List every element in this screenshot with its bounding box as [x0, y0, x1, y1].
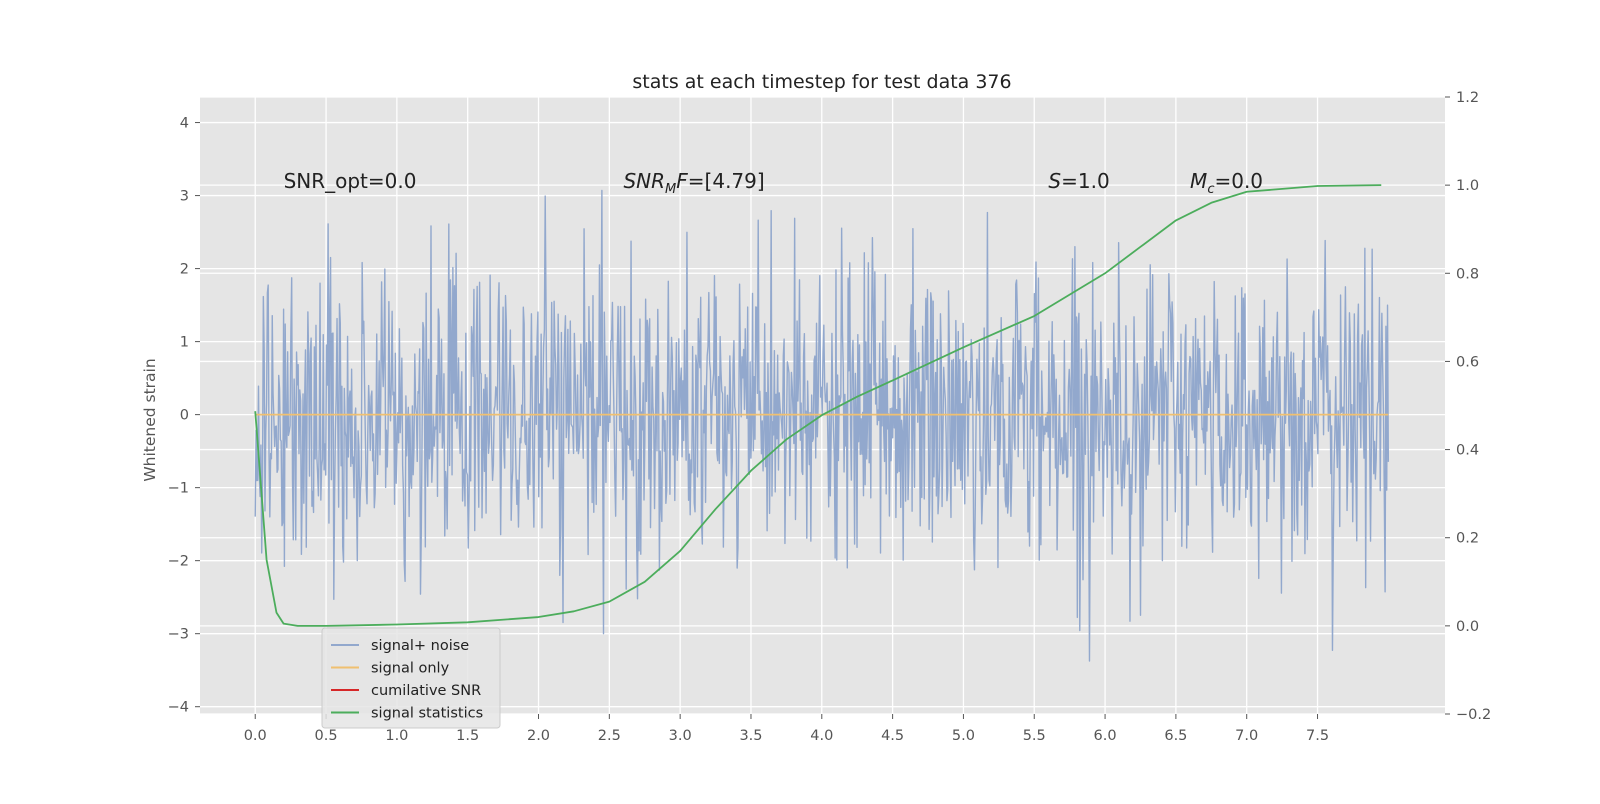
x-tick-label: 4.0: [810, 728, 833, 744]
x-tick-label: 3.5: [739, 728, 762, 744]
x-tick-label: 2.5: [598, 728, 621, 744]
annotation-rest: F=[4.79]: [676, 169, 764, 193]
legend-box: [321, 627, 501, 729]
y-tick-label: −1: [168, 481, 189, 497]
x-tick-label: 4.5: [881, 728, 904, 744]
x-tick-label: 1.0: [385, 728, 408, 744]
legend: signal+ noise signal only cumilative SNR si…: [321, 627, 501, 729]
x-tick-label: 1.5: [456, 728, 479, 744]
y-tick-label: 3: [180, 189, 189, 205]
x-tick-label: 6.0: [1094, 728, 1117, 744]
y-tick-label: −2: [168, 554, 189, 570]
y-tick-label: 1: [180, 335, 189, 351]
annotation-text: Mc=0.0: [1190, 169, 1263, 197]
y2-tick-label: 0.0: [1456, 619, 1479, 635]
annotation-subscript: M: [665, 182, 676, 197]
y2-tick-label: 0.8: [1456, 266, 1479, 282]
x-tick-label: 7.0: [1235, 728, 1258, 744]
annotation-text: SNRMF=[4.79]: [623, 169, 764, 197]
legend-label: signal+ noise: [371, 638, 469, 654]
series-signal-noise: [254, 189, 1390, 662]
x-tick-label: 5.0: [952, 728, 975, 744]
chart-title: stats at each timestep for test data 376: [632, 71, 1011, 93]
annotation-text: S=1.0: [1048, 169, 1109, 193]
y-tick-label: −3: [168, 627, 189, 643]
y2-tick-label: 0.4: [1456, 443, 1479, 459]
annotation-rest: =0.0: [1214, 169, 1263, 193]
y-tick-label: 0: [180, 408, 189, 424]
annotations: SNR_opt=0.0 SNRMF=[4.79] S=1.0 Mc=0.0: [284, 169, 1263, 197]
annotation-symbol: S: [1048, 169, 1061, 193]
legend-label: cumilative SNR: [371, 683, 481, 699]
x-tick-label: 6.5: [1164, 728, 1187, 744]
annotation-rest: =1.0: [1061, 169, 1110, 193]
x-tick-label: 0.0: [244, 728, 267, 744]
y-axis-label: Whitened strain: [141, 358, 159, 481]
annotation-italic: F: [676, 169, 688, 193]
legend-label: signal only: [371, 661, 450, 677]
x-tick-label: 7.5: [1306, 728, 1329, 744]
annotation-subscript: c: [1207, 182, 1214, 197]
x-tick-label: 3.0: [669, 728, 692, 744]
y2-tick-label: 0.6: [1456, 354, 1479, 370]
series-signal-statistics: [254, 184, 1382, 627]
annotation-symbol: M: [1190, 169, 1207, 193]
x-tick-label: 0.5: [315, 728, 338, 744]
x-tick-label: 5.5: [1023, 728, 1046, 744]
y-tick-label: 2: [180, 262, 189, 278]
x-tick-label: 2.0: [527, 728, 550, 744]
ticks-layer: 0.0 0.5 1.0 1.5 2.0 2.5 3.0 3.5 4.0 4.5 5.0 5.5 6.0 6…: [168, 90, 1492, 744]
y2-tick-label: 0.2: [1456, 531, 1479, 547]
y2-tick-label: −0.2: [1456, 707, 1491, 723]
y-tick-label: 4: [180, 116, 189, 132]
annotation-value: =[4.79]: [688, 169, 765, 193]
y2-tick-label: 1.2: [1456, 90, 1479, 106]
annotation-symbol: SNR: [623, 169, 665, 193]
series-layer: [254, 184, 1390, 662]
y-tick-label: −4: [168, 700, 189, 716]
y2-tick-label: 1.0: [1456, 178, 1479, 194]
annotation-text: SNR_opt=0.0: [284, 169, 417, 193]
legend-label: signal statistics: [371, 706, 483, 722]
